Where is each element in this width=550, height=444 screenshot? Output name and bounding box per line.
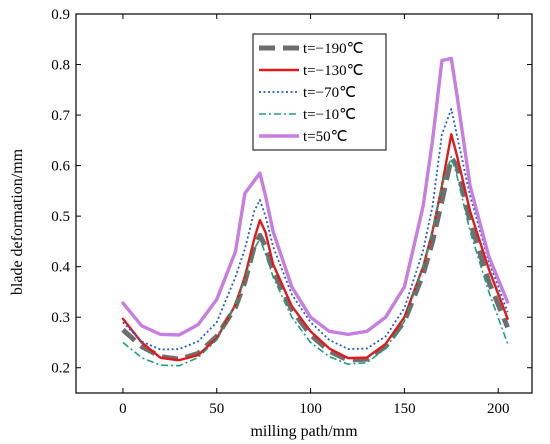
plot-frame: [75, 13, 533, 394]
y-tick-label: 0.7: [51, 108, 70, 124]
y-tick-label: 0.4: [51, 260, 70, 276]
x-tick-label: 0: [119, 401, 127, 417]
legend-label-2: t=−130℃: [303, 63, 363, 79]
legend-label-1: t=−190℃: [303, 41, 363, 57]
legend-box: [252, 33, 387, 151]
legend: t=−190℃ t=−130℃ t=−70℃ t=−10℃ t=50℃: [252, 33, 387, 151]
x-tick-label: 100: [299, 401, 322, 417]
y-tick-label: 0.5: [51, 209, 70, 225]
x-axis-title: milling path/mm: [250, 423, 358, 440]
x-tick-label: 50: [209, 401, 224, 417]
legend-label-5: t=50℃: [303, 129, 347, 145]
series-line-4: [122, 155, 509, 367]
series-line-1: [121, 155, 510, 363]
axis-ticks: 0 50 100 150 200 0.2 0.3 0.4 0.5 0.6 0.7 0.8 0.9: [51, 7, 532, 417]
y-tick-label: 0.6: [51, 159, 70, 175]
y-tick-label: 0.2: [51, 361, 70, 377]
legend-label-4: t=−10℃: [303, 107, 356, 123]
x-tick-label: 200: [487, 401, 510, 417]
y-tick-label: 0.9: [51, 7, 70, 23]
y-axis-title: blade deformation/mm: [9, 148, 26, 295]
series-line-5: [121, 56, 510, 337]
x-tick-label: 150: [393, 401, 416, 417]
legend-label-3: t=−70℃: [303, 85, 356, 101]
series-line-2: [121, 133, 509, 362]
y-tick-label: 0.3: [51, 310, 70, 326]
axes-frame: [75, 13, 533, 394]
y-tick-label: 0.8: [51, 58, 70, 74]
series-line-3: [122, 108, 509, 351]
series-lines: [121, 56, 510, 367]
